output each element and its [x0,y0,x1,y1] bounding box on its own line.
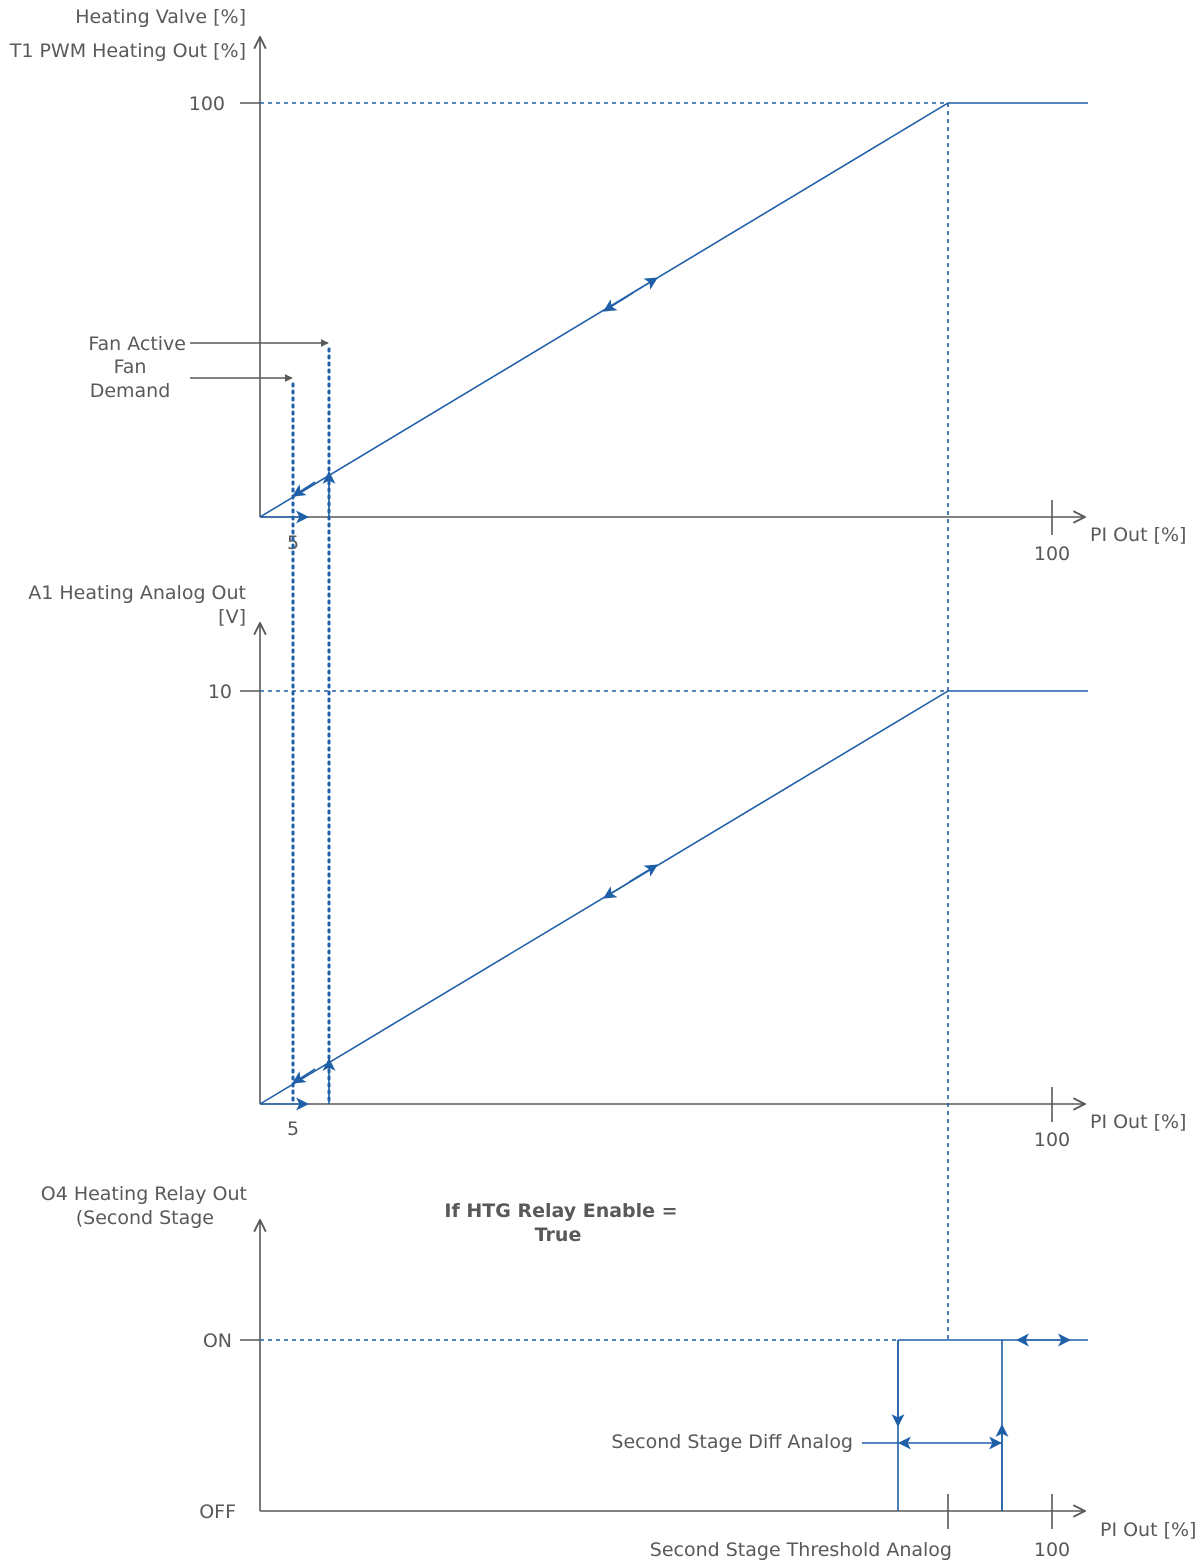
fan-demand-label-line2: Demand [90,380,171,402]
diff-label: Second Stage Diff Analog [611,1431,853,1453]
fan-active-label: Fan Active [88,333,186,355]
y-tick-label-10: 10 [208,681,232,703]
return-arrow-down [292,481,316,497]
valve-output-curve [259,102,1088,518]
curve-arrow-up [628,864,658,883]
y-tick-label-100: 100 [189,93,225,115]
x-tick-label-100: 100 [1034,543,1070,565]
x-tick-label-5: 5 [287,532,299,554]
chart-relay-out: O4 Heating Relay Out (Second Stage If HT… [41,1183,1197,1561]
threshold-label: Second Stage Threshold Analog [650,1539,952,1561]
y-axis-label-line1: O4 Heating Relay Out [41,1183,247,1205]
y-tick-label-off: OFF [199,1501,236,1523]
condition-label-line2: True [535,1224,582,1246]
y-axis-label-line1: Heating Valve [%] [75,6,246,28]
chart-analog-out: A1 Heating Analog Out [V] 10 100 5 PI Ou… [28,582,1186,1151]
y-axis-label-line2: T1 PWM Heating Out [%] [9,40,246,62]
x-axis-label: PI Out [%] [1100,1519,1196,1541]
curve-arrow-down [603,879,634,899]
y-axis-label-line2: (Second Stage [76,1207,214,1229]
x-axis-label: PI Out [%] [1090,1111,1186,1133]
x-axis-label: PI Out [%] [1090,524,1186,546]
y-tick-label-on: ON [203,1330,232,1352]
y-axis-label-line2: [V] [218,606,246,628]
condition-label-line1: If HTG Relay Enable = [444,1200,677,1222]
chart-heating-valve: Heating Valve [%] T1 PWM Heating Out [%]… [9,6,1187,565]
x-tick-label-100: 100 [1034,1539,1070,1561]
curve-arrow-up [628,277,658,296]
x-tick-label-5: 5 [287,1118,299,1140]
return-arrow-down [292,1068,316,1084]
fan-demand-label-line1: Fan [114,356,147,378]
analog-output-curve [259,690,1088,1105]
y-axis-label-line1: A1 Heating Analog Out [28,582,246,604]
x-tick-label-100: 100 [1034,1129,1070,1151]
curve-arrow-down [603,292,634,312]
